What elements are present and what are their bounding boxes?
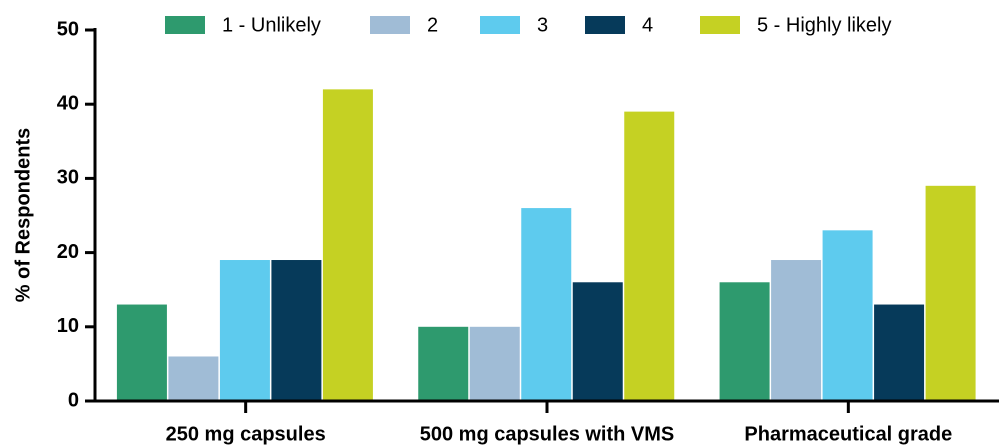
legend-swatch [700,16,740,34]
legend-swatch [165,16,205,34]
y-tick-label: 50 [57,18,79,40]
y-tick-label: 40 [57,92,79,114]
y-axis-label: % of Respondents [12,128,34,302]
bar [572,282,623,401]
bar [322,89,373,402]
y-tick-label: 10 [57,315,79,337]
legend-swatch [585,16,625,34]
bar [874,304,925,401]
bar [219,260,270,401]
bar [771,260,822,401]
legend-label: 1 - Unlikely [222,14,321,36]
bar [925,185,976,401]
bar [271,260,322,401]
x-tick-label: Pharmaceutical grade [744,423,952,445]
legend-label: 2 [427,14,438,36]
y-tick-label: 0 [68,389,79,411]
bar [719,282,770,401]
bar [822,230,873,401]
bar [418,326,469,401]
bar [168,356,219,401]
bar [624,111,675,402]
legend-label: 3 [537,14,548,36]
x-tick-label: 250 mg capsules [166,423,326,445]
bar [469,326,520,401]
x-tick-label: 500 mg capsules with VMS [420,423,675,445]
y-tick-label: 20 [57,241,79,263]
legend-label: 5 - Highly likely [757,14,891,36]
legend-label: 4 [642,14,653,36]
bar [116,304,167,401]
bar [521,208,572,401]
y-tick-label: 30 [57,167,79,189]
legend-swatch [370,16,410,34]
legend-swatch [480,16,520,34]
